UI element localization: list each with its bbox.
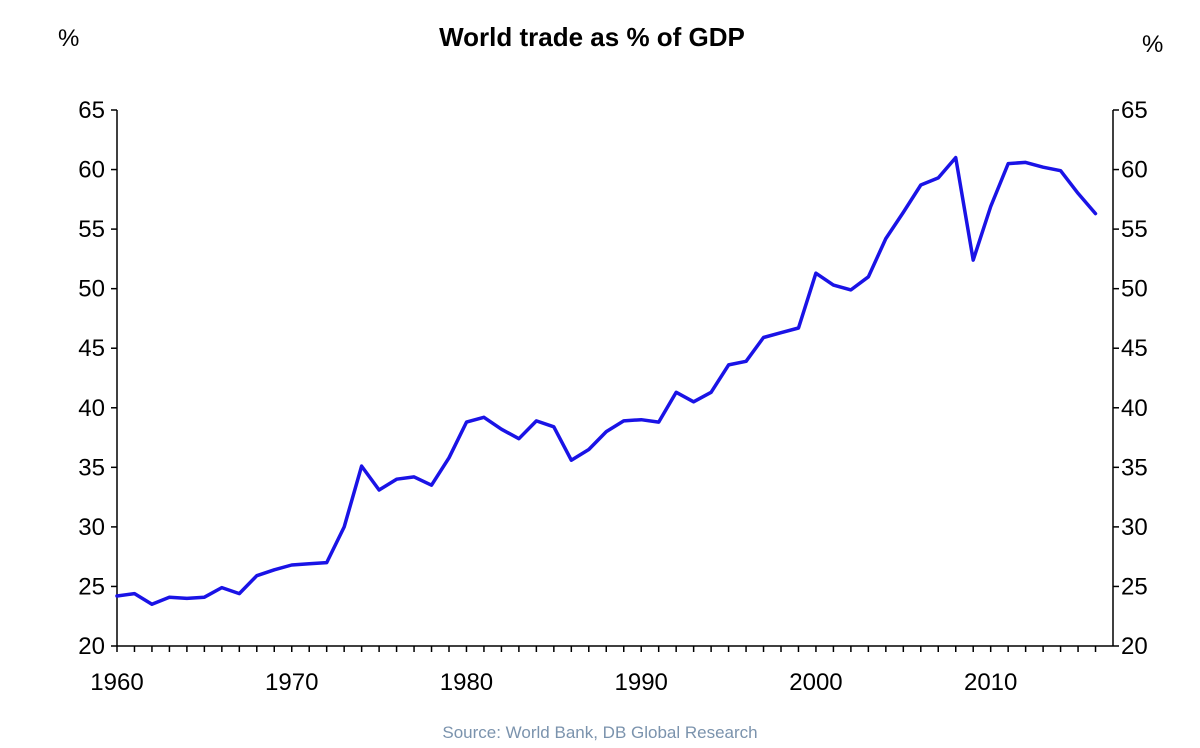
source-note: Source: World Bank, DB Global Research — [442, 723, 757, 742]
right-y-tick-label-65: 65 — [1121, 97, 1148, 124]
right-y-tick-label-35: 35 — [1121, 454, 1148, 481]
left-y-tick-label-50: 50 — [78, 276, 105, 303]
x-tick-label-1960: 1960 — [90, 669, 143, 696]
x-tick-label-2010: 2010 — [964, 669, 1017, 696]
right-y-tick-label-40: 40 — [1121, 395, 1148, 422]
left-y-axis-ticks: 20 25 30 35 40 45 50 55 60 65 — [78, 97, 117, 660]
x-axis-ticks: 1960 1970 1980 1990 2000 2010 — [90, 646, 1097, 696]
left-y-tick-label-25: 25 — [78, 573, 105, 600]
x-tick-label-1980: 1980 — [440, 669, 493, 696]
left-y-tick-label-20: 20 — [78, 633, 105, 660]
axes — [116, 110, 1114, 647]
x-tick-label-1970: 1970 — [265, 669, 318, 696]
right-y-tick-label-20: 20 — [1121, 633, 1148, 660]
right-y-tick-label-50: 50 — [1121, 276, 1148, 303]
x-tick-label-2000: 2000 — [789, 669, 842, 696]
right-y-tick-label-25: 25 — [1121, 573, 1148, 600]
right-y-tick-label-55: 55 — [1121, 216, 1148, 243]
right-y-tick-label-60: 60 — [1121, 157, 1148, 184]
left-axis-unit: % — [58, 25, 79, 52]
left-y-tick-label-30: 30 — [78, 514, 105, 541]
left-y-tick-label-35: 35 — [78, 454, 105, 481]
chart-title: World trade as % of GDP — [439, 22, 745, 52]
x-tick-label-1990: 1990 — [615, 669, 668, 696]
left-y-tick-label-60: 60 — [78, 157, 105, 184]
right-y-tick-label-45: 45 — [1121, 335, 1148, 362]
right-y-axis-ticks: 20 25 30 35 40 45 50 55 60 65 — [1113, 97, 1148, 660]
left-y-tick-label-40: 40 — [78, 395, 105, 422]
right-y-tick-label-30: 30 — [1121, 514, 1148, 541]
left-y-tick-label-55: 55 — [78, 216, 105, 243]
series-group — [115, 155, 1098, 607]
left-y-tick-label-65: 65 — [78, 97, 105, 124]
series-line-0 — [115, 155, 1098, 607]
right-axis-unit: % — [1142, 31, 1163, 58]
left-y-tick-label-45: 45 — [78, 335, 105, 362]
